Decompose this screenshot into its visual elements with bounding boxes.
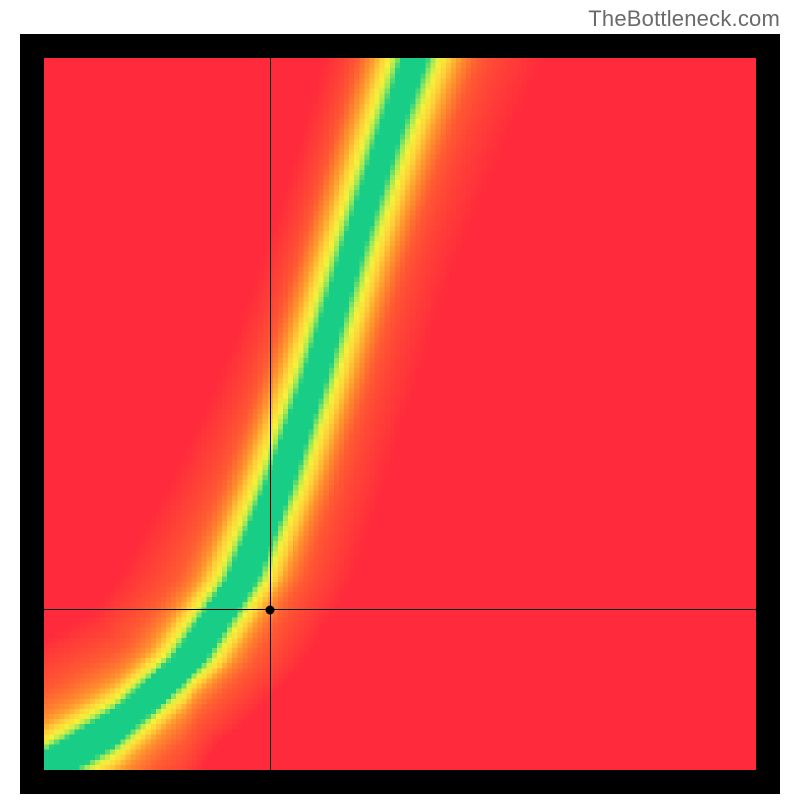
watermark-text: TheBottleneck.com	[588, 6, 780, 32]
crosshair-vertical	[270, 58, 271, 770]
heatmap-canvas	[44, 58, 756, 770]
crosshair-point	[266, 605, 275, 614]
crosshair-horizontal	[44, 609, 756, 610]
root-container: TheBottleneck.com	[0, 0, 800, 800]
